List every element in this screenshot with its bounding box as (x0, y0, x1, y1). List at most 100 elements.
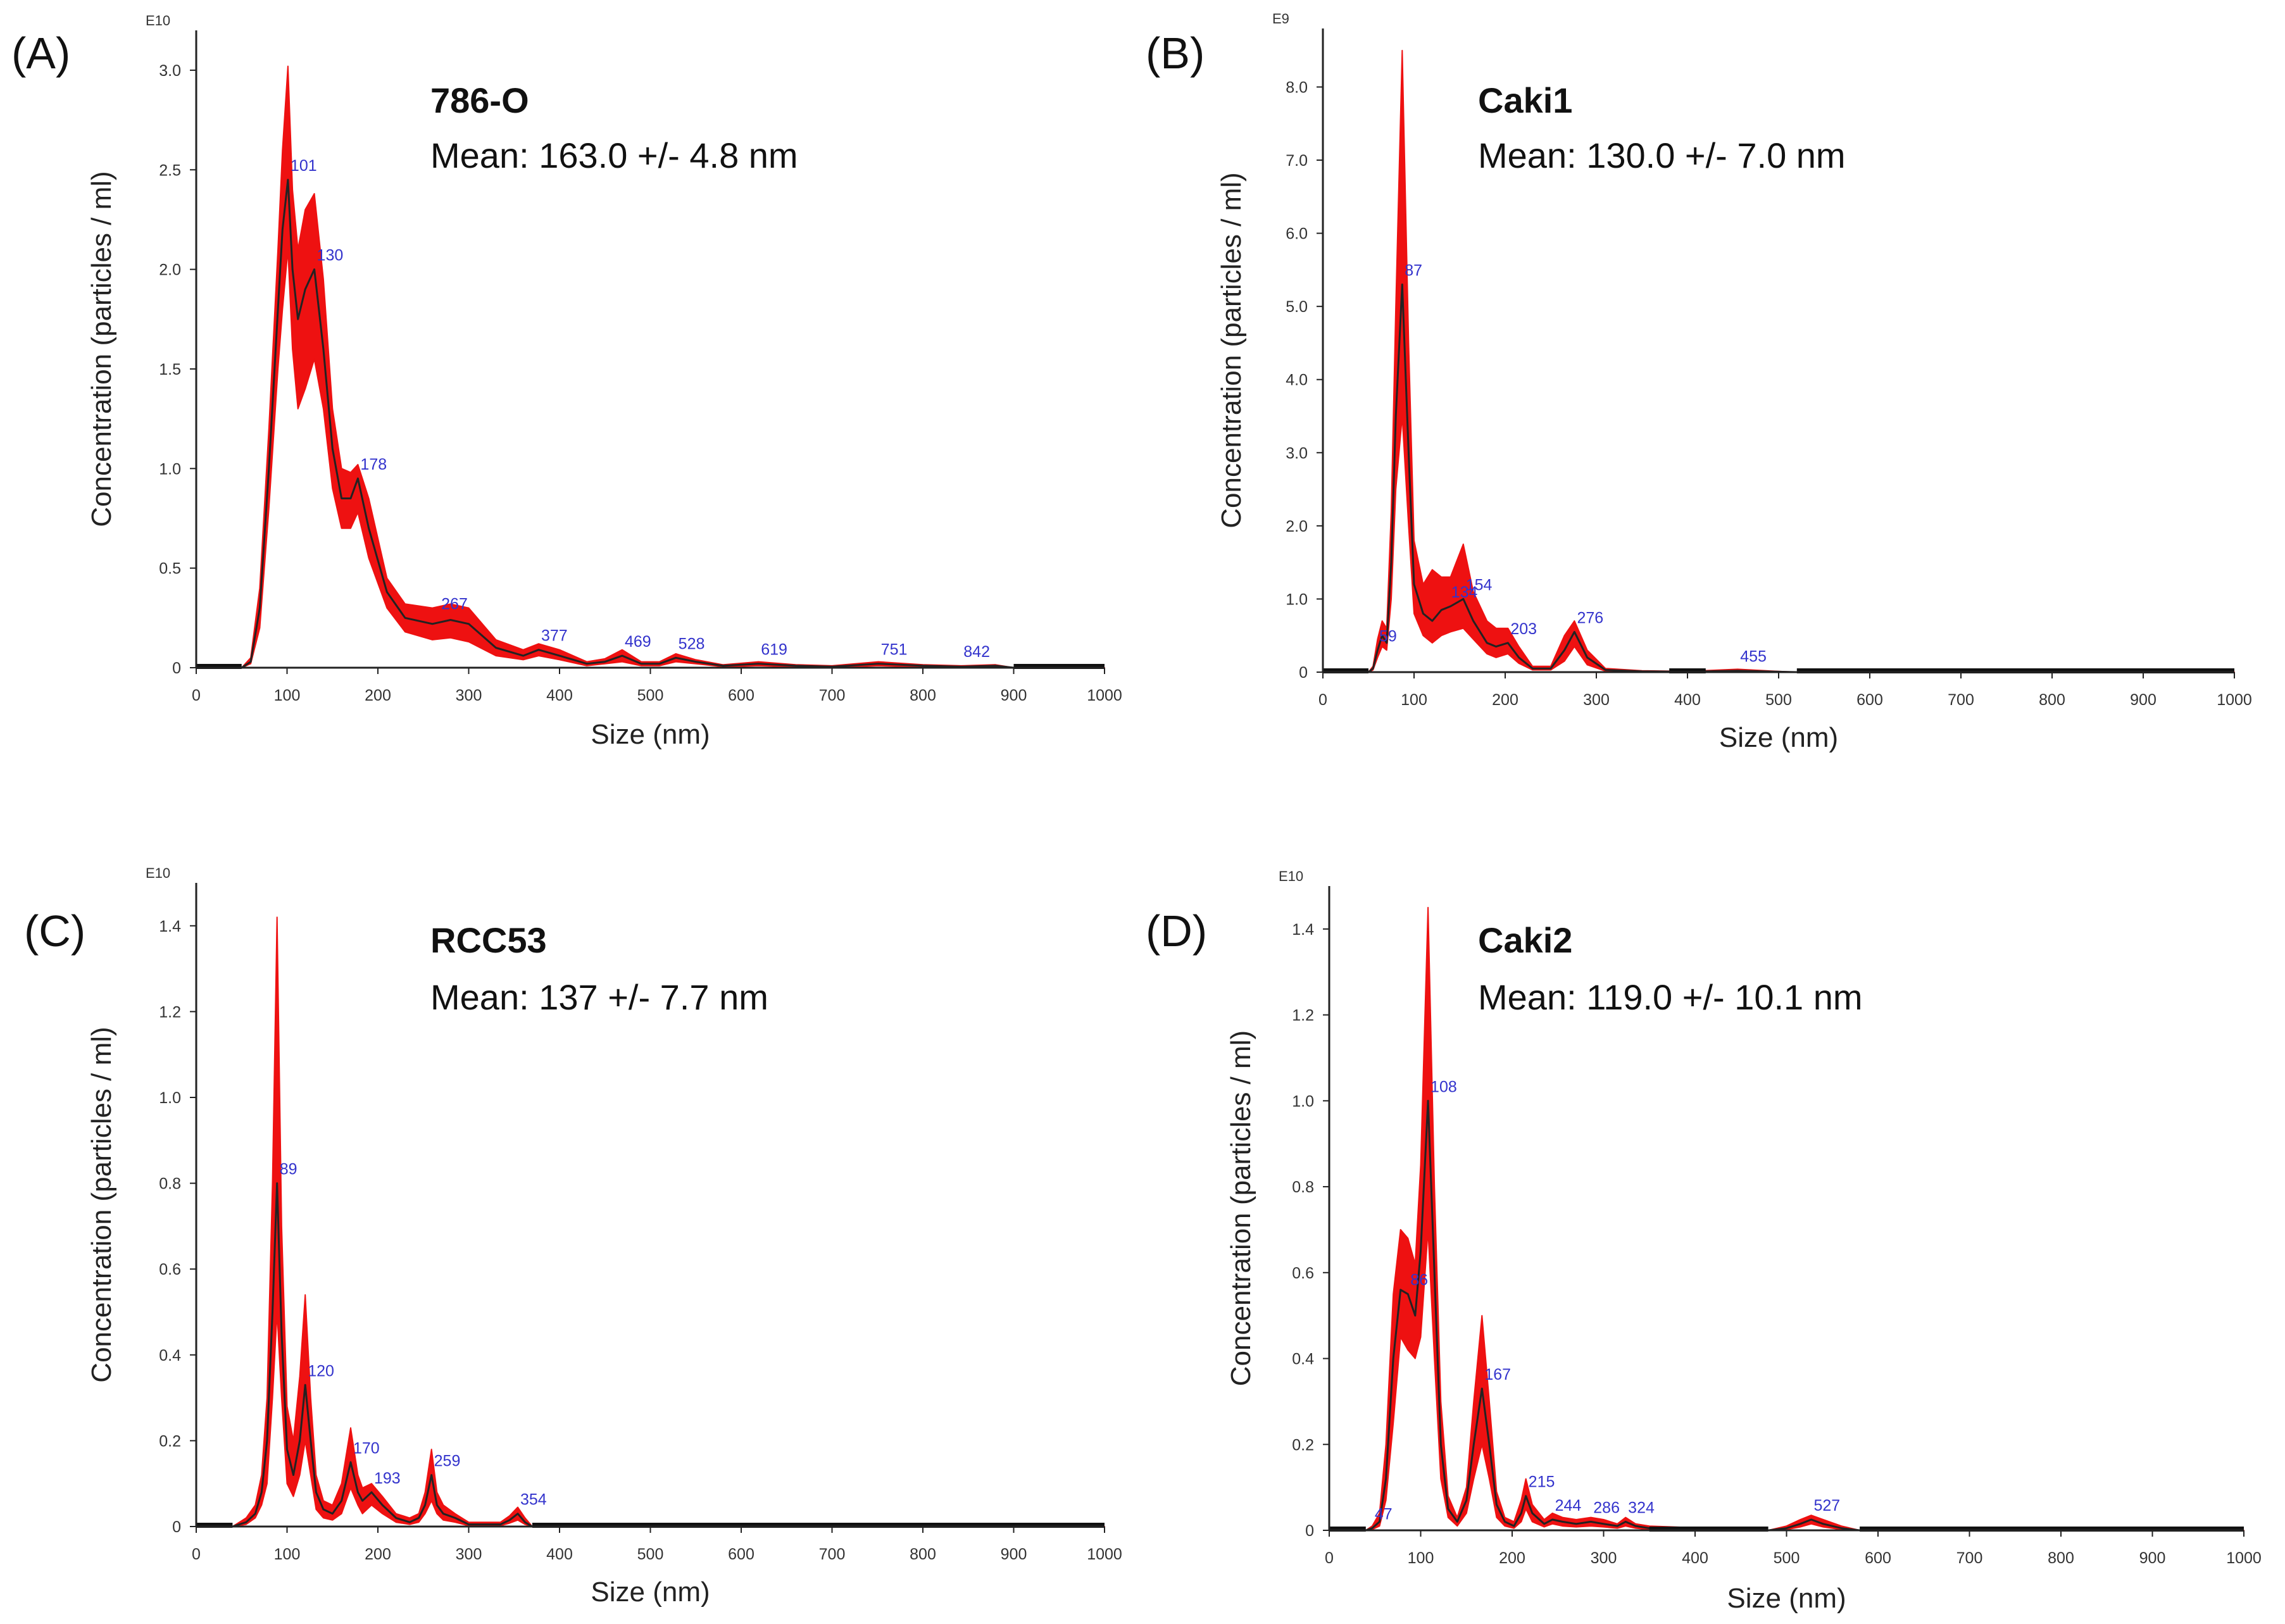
x-tick-label: 900 (2139, 1549, 2166, 1567)
peak-label: 455 (1740, 648, 1767, 666)
peak-label: 259 (434, 1452, 461, 1470)
sample-name: Caki2 (1478, 920, 1572, 960)
mean-line (196, 1182, 1105, 1528)
y-tick-label: 3.0 (159, 62, 181, 80)
x-tick-label: 100 (274, 687, 301, 704)
panel-caki2: 0 100 200 300 400 500 600 700 800 900 1000 0 0.2 0.4 0… (1146, 868, 2262, 1614)
x-tick-label: 0 (1318, 691, 1327, 709)
x-tick-label: 400 (546, 1546, 573, 1563)
x-tick-label: 100 (274, 1546, 301, 1563)
mean-line (1323, 284, 2234, 673)
peak-label: 354 (520, 1491, 547, 1509)
x-tick-label: 500 (1765, 691, 1792, 709)
peak-label: 178 (360, 456, 387, 473)
y-tick-label: 7.0 (1286, 152, 1308, 170)
peak-label: 167 (1484, 1366, 1511, 1384)
x-tick-label: 400 (546, 687, 573, 704)
peak-label: 193 (374, 1470, 401, 1487)
y-axis-title: Concentration (particles / ml) (86, 1027, 117, 1382)
y-tick-label: 0.4 (159, 1347, 181, 1365)
panel-label: (A) (11, 28, 70, 78)
y-tick-label: 8.0 (1286, 78, 1308, 96)
x-tick-label: 1000 (1087, 687, 1122, 704)
peak-label: 154 (1466, 576, 1493, 594)
x-tick-label: 0 (1325, 1549, 1334, 1567)
mean-size-text: Mean: 119.0 +/- 10.1 nm (1478, 977, 1863, 1017)
y-tick-label: 1.0 (159, 460, 181, 478)
x-tick-label: 1000 (2226, 1549, 2262, 1567)
mean-line (196, 178, 1105, 669)
panel-label: (B) (1146, 28, 1205, 78)
x-tick-label: 200 (1499, 1549, 1525, 1567)
y-tick-label: 1.0 (1286, 590, 1308, 608)
y-axis-title: Concentration (particles / ml) (86, 171, 117, 527)
y-tick-label: 0.2 (1292, 1436, 1314, 1454)
peak-label: 120 (308, 1362, 334, 1380)
x-tick-label: 400 (1674, 691, 1701, 709)
x-tick-label: 0 (192, 1546, 201, 1563)
peak-label: 130 (317, 247, 344, 265)
peak-label: 87 (1405, 261, 1422, 279)
y-tick-label: 1.0 (1292, 1092, 1314, 1110)
y-tick-label: 4.0 (1286, 372, 1308, 389)
y-tick-label: 0.4 (1292, 1351, 1314, 1368)
x-tick-label: 700 (1948, 691, 1974, 709)
peak-label: 101 (291, 157, 317, 175)
peak-label: 276 (1577, 609, 1603, 627)
panel-rcc53: 0 100 200 300 400 500 600 700 800 900 1000 0 0.2 0.4 0… (24, 865, 1122, 1608)
y-exponent-label: E10 (146, 865, 170, 881)
sample-name: Caki1 (1478, 80, 1572, 120)
y-tick-label: 1.5 (159, 361, 181, 378)
y-tick-label: 5.0 (1286, 298, 1308, 316)
y-tick-label: 0.6 (1292, 1265, 1314, 1282)
peak-label: 203 (1510, 620, 1537, 638)
x-tick-label: 500 (637, 687, 664, 704)
y-axis-title: Concentration (particles / ml) (1225, 1030, 1256, 1386)
x-axis-title: Size (nm) (591, 719, 710, 750)
sample-name: RCC53 (430, 920, 547, 960)
y-tick-label: 0 (172, 659, 181, 677)
mean-size-text: Mean: 130.0 +/- 7.0 nm (1478, 135, 1846, 175)
x-axis-title: Size (nm) (1719, 722, 1838, 753)
y-tick-label: 1.4 (1292, 921, 1314, 939)
x-tick-label: 200 (365, 1546, 391, 1563)
x-tick-label: 600 (728, 687, 754, 704)
peak-label: 134 (1451, 584, 1478, 601)
panel-label: (C) (24, 906, 85, 956)
peak-label: 528 (679, 635, 705, 653)
y-tick-label: 0 (172, 1518, 181, 1536)
peak-label: 215 (1529, 1473, 1555, 1491)
x-tick-label: 800 (910, 1546, 936, 1563)
x-tick-label: 600 (728, 1546, 754, 1563)
mean-size-text: Mean: 163.0 +/- 4.8 nm (430, 135, 798, 175)
panel-label: (D) (1146, 906, 1207, 956)
peak-label: 89 (280, 1161, 297, 1178)
peak-label: 59 (1379, 627, 1397, 645)
peak-label: 377 (541, 627, 568, 645)
x-tick-label: 400 (1682, 1549, 1708, 1567)
y-exponent-label: E10 (146, 13, 170, 28)
x-tick-label: 900 (1001, 687, 1027, 704)
x-tick-label: 1000 (1087, 1546, 1122, 1563)
x-tick-label: 300 (1583, 691, 1610, 709)
peak-label: 619 (761, 641, 787, 659)
x-tick-label: 200 (1492, 691, 1518, 709)
x-tick-label: 1000 (2217, 691, 2252, 709)
x-axis-title: Size (nm) (591, 1577, 710, 1608)
y-tick-label: 2.0 (159, 261, 181, 279)
y-tick-label: 1.2 (159, 1003, 181, 1021)
x-tick-label: 900 (2130, 691, 2157, 709)
x-tick-label: 600 (1865, 1549, 1891, 1567)
y-tick-label: 6.0 (1286, 225, 1308, 243)
peak-label: 86 (1410, 1271, 1428, 1289)
y-tick-label: 1.2 (1292, 1007, 1314, 1025)
x-tick-label: 800 (910, 687, 936, 704)
peak-label: 267 (441, 595, 468, 613)
x-tick-label: 300 (456, 1546, 482, 1563)
x-tick-label: 500 (637, 1546, 664, 1563)
peak-label: 842 (963, 643, 990, 661)
x-tick-label: 700 (819, 1546, 846, 1563)
y-tick-label: 1.0 (159, 1089, 181, 1107)
y-tick-label: 3.0 (1286, 444, 1308, 462)
